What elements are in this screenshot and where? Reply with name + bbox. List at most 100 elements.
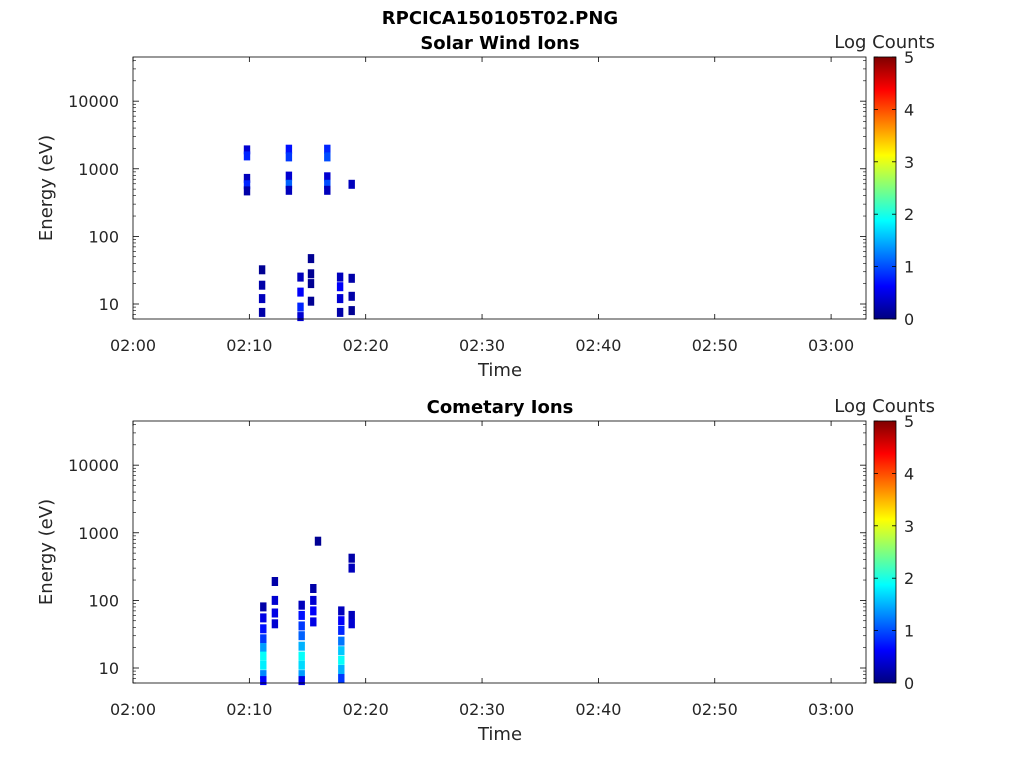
- heatmap-cell: [285, 185, 293, 195]
- heatmap-cell: [338, 625, 345, 635]
- heatmap-cell: [243, 173, 251, 183]
- x-tick-label: 03:00: [808, 336, 854, 355]
- colorbar-tick-label: 0: [904, 310, 914, 329]
- colorbar-tick-label: 1: [904, 258, 914, 277]
- plot-frame: [132, 56, 867, 320]
- heatmap-cell: [338, 665, 345, 674]
- x-tick-label: 02:00: [110, 700, 156, 719]
- heatmap-cell: [285, 152, 293, 162]
- x-tick-label: 03:00: [808, 700, 854, 719]
- heatmap-cell: [298, 676, 305, 686]
- heatmap-cell: [260, 613, 267, 623]
- x-axis-label: Time: [477, 724, 522, 745]
- y-tick-label: 10000: [68, 92, 119, 111]
- y-tick-label: 10: [99, 295, 119, 314]
- heatmap-cell: [348, 291, 355, 301]
- x-tick-label: 02:40: [575, 336, 621, 355]
- heatmap-cell: [243, 180, 251, 190]
- heatmap-cell: [298, 660, 305, 670]
- plot-frame: [132, 420, 867, 684]
- colorbar-tick-label: 5: [904, 48, 914, 67]
- heatmap-cell: [258, 280, 266, 290]
- heatmap-cell: [310, 584, 317, 593]
- colorbar-tick-label: 5: [904, 412, 914, 431]
- heatmap-cell: [297, 302, 304, 312]
- colorbar: [873, 56, 897, 320]
- heatmap-cell: [285, 144, 293, 154]
- heatmap-cell: [260, 670, 267, 680]
- colorbar-tick-label: 4: [904, 464, 914, 483]
- heatmap-cell: [298, 641, 305, 651]
- heatmap-cell: [336, 307, 344, 317]
- heatmap-cell: [324, 172, 331, 182]
- heatmap-cell: [260, 651, 267, 661]
- heatmap-cell: [258, 294, 266, 304]
- heatmap-cell: [307, 269, 315, 279]
- heatmap-cell: [260, 676, 267, 686]
- heatmap-cell: [298, 670, 305, 680]
- heatmap-cell: [324, 152, 331, 162]
- colorbar-tick-label: 3: [904, 517, 914, 536]
- heatmap-cell: [310, 595, 317, 605]
- heatmap-cell: [338, 655, 345, 665]
- heatmap-cell: [307, 254, 315, 264]
- heatmap-cell: [324, 185, 331, 195]
- colorbar-tick-label: 2: [904, 205, 914, 224]
- heatmap-cell: [307, 296, 315, 306]
- x-tick-label: 02:30: [459, 336, 505, 355]
- heatmap-cell: [260, 624, 267, 634]
- x-tick-label: 02:20: [343, 700, 389, 719]
- solar-wind-panel: Solar Wind Ions Log Counts Time Energy (…: [36, 32, 935, 381]
- x-tick-label: 02:30: [459, 700, 505, 719]
- heatmap-cell: [285, 171, 293, 181]
- heatmap-cell: [260, 634, 267, 644]
- heatmap-cell: [260, 660, 267, 670]
- heatmap-cell: [297, 312, 304, 322]
- y-tick-label: 10000: [68, 456, 119, 475]
- heatmap-cell: [348, 563, 355, 573]
- heatmap-cell: [338, 606, 345, 616]
- colorbar-label: Log Counts: [834, 396, 935, 417]
- heatmap-cell: [348, 306, 355, 316]
- heatmap-cell: [271, 608, 279, 618]
- heatmap-cell: [348, 619, 355, 629]
- x-tick-label: 02:20: [343, 336, 389, 355]
- y-axis-label: Energy (eV): [36, 135, 57, 241]
- heatmap-cell: [260, 602, 267, 612]
- heatmap-cell: [243, 145, 251, 155]
- heatmap-cell: [243, 186, 251, 196]
- heatmap-cell: [285, 179, 293, 189]
- heatmap-cell: [338, 616, 345, 626]
- heatmap-cell: [298, 631, 305, 641]
- heatmap-cell: [314, 536, 322, 546]
- heatmap-cell: [271, 595, 279, 605]
- heatmap-cell: [336, 294, 344, 304]
- figure-title: RPCICA150105T02.PNG: [382, 8, 618, 29]
- panel-title: Cometary Ions: [427, 397, 574, 418]
- x-tick-label: 02:40: [575, 700, 621, 719]
- heatmap-cell: [260, 643, 267, 653]
- y-tick-label: 10: [99, 659, 119, 678]
- x-tick-label: 02:50: [692, 336, 738, 355]
- colorbar-tick-label: 4: [904, 100, 914, 119]
- heatmap-cell: [298, 600, 305, 610]
- colorbar-tick-label: 2: [904, 569, 914, 588]
- heatmap-cell: [297, 287, 304, 297]
- heatmap-cell: [298, 610, 305, 620]
- heatmap-cell: [336, 272, 344, 282]
- heatmap-cell: [338, 674, 345, 683]
- cometary-ions-panel: Cometary Ions Log Counts Time Energy (eV…: [36, 396, 935, 745]
- panel-title: Solar Wind Ions: [420, 33, 579, 54]
- x-tick-label: 02:10: [226, 700, 272, 719]
- heatmap-cell: [338, 646, 345, 656]
- heatmap-cell: [324, 179, 331, 189]
- y-tick-label: 100: [88, 227, 119, 246]
- heatmap-cell: [348, 610, 355, 620]
- colorbar-tick-label: 1: [904, 622, 914, 641]
- heatmap-cell: [271, 577, 279, 586]
- heatmap-cell: [348, 179, 355, 189]
- x-axis-label: Time: [477, 360, 522, 381]
- y-tick-label: 1000: [78, 160, 119, 179]
